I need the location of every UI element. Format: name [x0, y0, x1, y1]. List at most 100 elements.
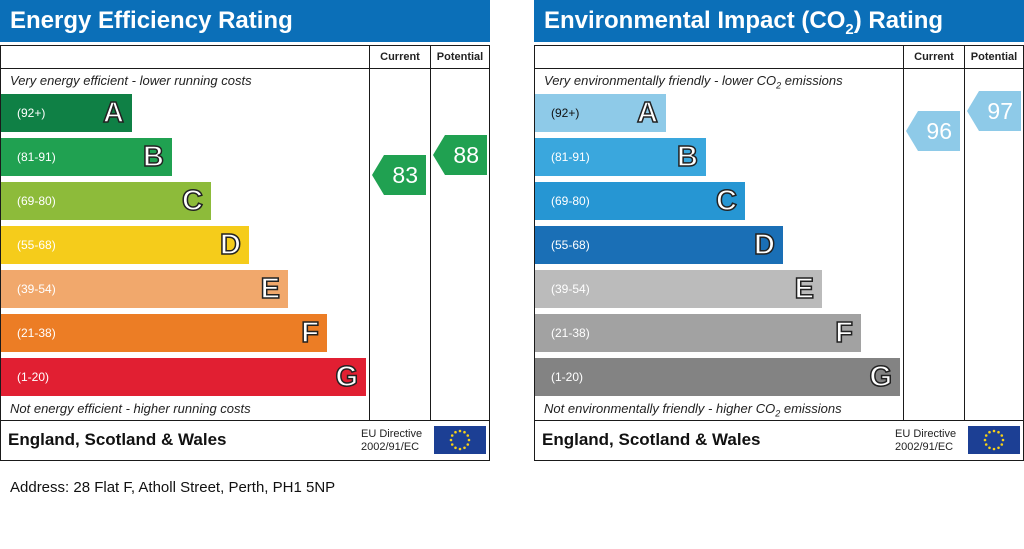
band-range: (81-91) — [551, 150, 590, 164]
rating-band-c: (69-80) C — [1, 182, 211, 220]
current-rating-value: 96 — [926, 118, 952, 144]
potential-rating-marker: 97 — [967, 91, 1021, 131]
current-rating-marker: 96 — [906, 111, 960, 151]
band-range: (92+) — [17, 106, 46, 120]
eu-flag-icon — [968, 426, 1020, 454]
column-header-potential: Potential — [970, 51, 1018, 63]
band-range: (55-68) — [551, 238, 590, 252]
star-icon — [984, 434, 988, 437]
rating-band-g: (1-20) G — [535, 358, 900, 396]
band-letter: C — [181, 184, 203, 218]
bottom-note-end: emissions — [780, 401, 842, 416]
divider — [369, 45, 370, 421]
rating-band-b: (81-91) B — [1, 138, 172, 176]
rating-band-d: (55-68) D — [535, 226, 783, 264]
top-note-end: emissions — [781, 73, 843, 88]
region-label: England, Scotland & Wales — [542, 430, 761, 449]
band-letter: B — [142, 140, 164, 174]
band-letter: E — [260, 272, 281, 306]
directive-line-1: EU Directive — [895, 428, 957, 440]
chart-title: Environmental Impact (CO2) Rating — [534, 0, 1024, 42]
band-letter: C — [715, 184, 737, 218]
band-range: (81-91) — [17, 150, 56, 164]
band-letter: B — [676, 140, 698, 174]
energy-efficiency-chart: Energy Efficiency Rating Current Potenti… — [0, 0, 490, 461]
star-icon — [463, 446, 466, 450]
bottom-note: Not energy efficient - higher running co… — [10, 401, 251, 416]
rating-band-e: (39-54) E — [535, 270, 822, 308]
divider — [534, 68, 1024, 69]
star-icon — [997, 430, 1000, 434]
star-icon — [454, 430, 457, 434]
band-range: (1-20) — [551, 370, 584, 384]
rating-band-d: (55-68) D — [1, 226, 249, 264]
top-note: Very environmentally friendly - lower CO… — [544, 73, 843, 91]
band-letter: E — [794, 272, 815, 306]
rating-band-f: (21-38) F — [1, 314, 327, 352]
potential-rating-marker: 88 — [433, 135, 487, 175]
divider — [0, 420, 490, 421]
star-icon — [997, 446, 1000, 450]
star-icon — [458, 447, 462, 451]
rating-band-b: (81-91) B — [535, 138, 706, 176]
star-icon — [454, 446, 457, 450]
star-icon — [466, 434, 470, 437]
star-icon — [983, 438, 987, 442]
star-icon — [449, 438, 453, 442]
top-note-text: Very environmentally friendly - lower CO — [544, 73, 777, 88]
rating-band-e: (39-54) E — [1, 270, 288, 308]
column-header-current: Current — [380, 51, 420, 63]
band-letter: D — [753, 228, 775, 262]
directive-line-2: 2002/91/EC — [361, 441, 420, 453]
star-icon — [988, 430, 991, 434]
region-label: England, Scotland & Wales — [8, 430, 227, 449]
star-icon — [992, 429, 996, 433]
chart-title-subscript: 2 — [845, 20, 854, 38]
rating-band-a: (92+) A — [1, 94, 132, 132]
band-range: (69-80) — [551, 194, 590, 208]
band-letter: G — [335, 360, 359, 394]
potential-rating-value: 97 — [987, 98, 1013, 124]
eu-directive: EU Directive 2002/91/EC — [361, 428, 422, 454]
chart-title-end: ) Rating — [853, 7, 944, 34]
current-rating-marker: 83 — [372, 155, 426, 195]
eu-directive: EU Directive 2002/91/EC — [895, 428, 956, 454]
environmental-impact-chart: Environmental Impact (CO2) Rating Curren… — [534, 0, 1024, 461]
star-icon — [1000, 434, 1004, 437]
star-icon — [466, 443, 470, 446]
top-note: Very energy efficient - lower running co… — [10, 73, 252, 88]
star-icon — [988, 446, 991, 450]
band-range: (92+) — [551, 106, 580, 120]
band-letter: F — [835, 316, 854, 350]
eu-flag-icon — [434, 426, 486, 454]
band-letter: A — [102, 96, 124, 130]
rating-band-f: (21-38) F — [535, 314, 861, 352]
band-range: (39-54) — [551, 282, 590, 296]
star-icon — [992, 447, 996, 451]
address-text: Address: 28 Flat F, Atholl Street, Perth… — [10, 479, 336, 496]
star-icon — [458, 429, 462, 433]
chart-frame — [0, 45, 490, 461]
divider — [903, 45, 904, 421]
star-icon — [1000, 443, 1004, 446]
chart-title: Energy Efficiency Rating — [0, 0, 490, 42]
star-icon — [984, 443, 988, 446]
rating-band-c: (69-80) C — [535, 182, 745, 220]
band-letter: D — [219, 228, 241, 262]
band-letter: A — [636, 96, 658, 130]
star-icon — [467, 438, 471, 442]
divider — [964, 45, 965, 421]
directive-line-2: 2002/91/EC — [895, 441, 954, 453]
band-range: (21-38) — [551, 326, 590, 340]
rating-band-g: (1-20) G — [1, 358, 366, 396]
band-letter: G — [869, 360, 893, 394]
divider — [430, 45, 431, 421]
directive-line-1: EU Directive — [361, 428, 423, 440]
band-letter: F — [301, 316, 320, 350]
top-note-subscript: 2 — [776, 80, 782, 91]
bottom-note-subscript: 2 — [775, 408, 781, 419]
bottom-note: Not environmentally friendly - higher CO… — [544, 401, 842, 419]
band-range: (69-80) — [17, 194, 56, 208]
star-icon — [450, 443, 454, 446]
divider — [0, 68, 490, 69]
